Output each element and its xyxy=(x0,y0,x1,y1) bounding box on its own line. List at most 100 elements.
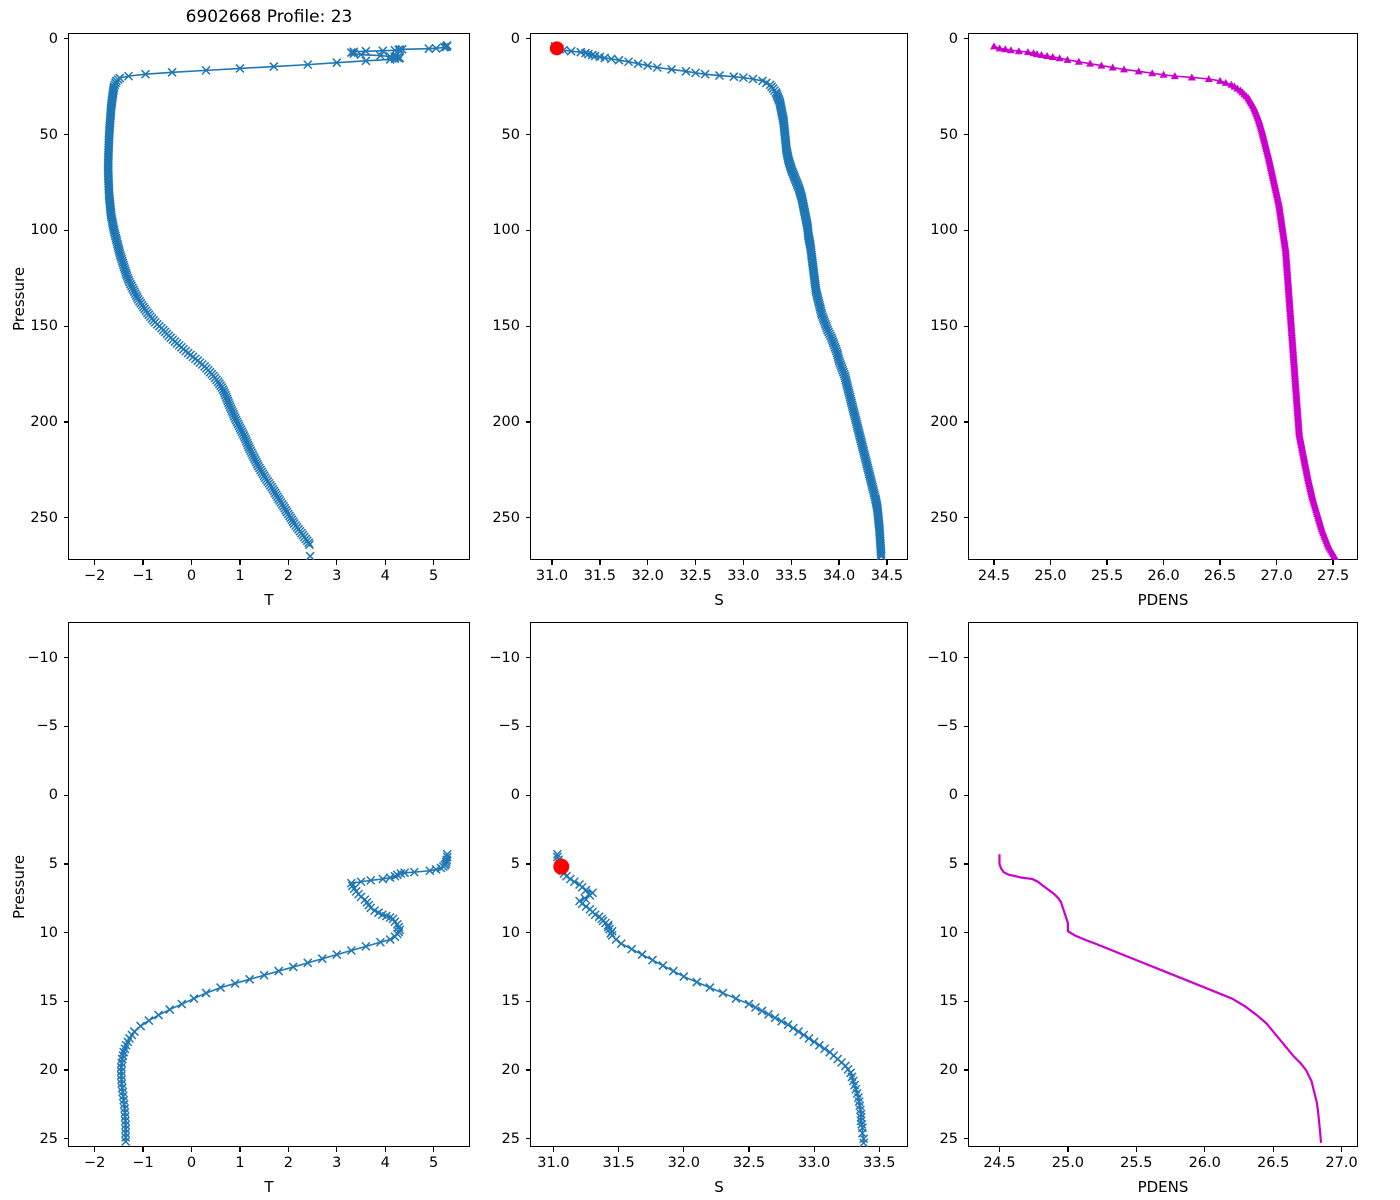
xtick-mark xyxy=(1340,1147,1343,1152)
flagged-point-marker xyxy=(553,858,570,875)
ytick-label: 0 xyxy=(948,787,958,804)
series-line xyxy=(120,854,449,1142)
ytick-label: 100 xyxy=(492,222,520,239)
xtick-mark xyxy=(1049,560,1052,565)
xtick-label: −2 xyxy=(83,568,106,584)
xtick-mark xyxy=(93,1147,96,1152)
xtick-mark xyxy=(287,1147,290,1152)
xtick-mark xyxy=(142,560,144,565)
xtick-mark xyxy=(993,560,995,565)
ytick-mark xyxy=(525,133,530,136)
xtick-mark xyxy=(433,1147,435,1152)
series-line xyxy=(998,854,1323,1143)
x-axis-label-bottom-salinity: S xyxy=(714,1178,724,1196)
ytick-label: 0 xyxy=(510,30,520,47)
ytick-mark xyxy=(963,863,968,865)
xtick-label: 2 xyxy=(283,1155,293,1171)
xtick-label: 24.5 xyxy=(983,1155,1016,1171)
xtick-mark xyxy=(1135,1147,1137,1152)
xtick-mark xyxy=(190,1147,193,1152)
xtick-label: 27.0 xyxy=(1325,1155,1358,1171)
xtick-label: 34.0 xyxy=(822,568,856,584)
ytick-mark xyxy=(963,1069,968,1071)
xtick-mark xyxy=(1162,560,1165,565)
data-series-bottom-temperature xyxy=(116,849,452,1147)
xtick-mark xyxy=(998,1147,1001,1152)
plot-area-bottom-pdens xyxy=(968,622,1358,1147)
series-line xyxy=(107,45,448,547)
ytick-label: −5 xyxy=(498,718,520,735)
xtick-mark xyxy=(190,560,193,565)
ytick-label: 200 xyxy=(492,414,520,431)
xtick-label: 31.5 xyxy=(602,1155,635,1171)
xtick-label: 33.0 xyxy=(727,568,760,584)
ytick-label: 10 xyxy=(39,924,58,941)
ytick-label: 10 xyxy=(501,924,520,941)
data-series-top-pdens xyxy=(990,42,1339,560)
xtick-mark xyxy=(1106,560,1108,565)
data-series-bottom-salinity xyxy=(552,849,869,1147)
series-clip-top-pdens xyxy=(968,33,1358,560)
series-clip-bottom-temperature xyxy=(68,622,470,1147)
ytick-mark xyxy=(963,229,968,232)
xtick-label: 0 xyxy=(186,1155,197,1171)
figure-title: 6902668 Profile: 23 xyxy=(185,7,353,27)
ytick-mark xyxy=(963,794,968,796)
ytick-mark xyxy=(525,421,530,423)
ytick-label: 10 xyxy=(939,924,958,941)
xtick-label: 4 xyxy=(380,1155,390,1171)
xtick-label: 0 xyxy=(186,568,197,584)
ytick-label: 200 xyxy=(930,414,958,431)
ytick-label: 150 xyxy=(930,318,958,335)
xtick-label: 32.5 xyxy=(679,568,712,584)
ytick-mark xyxy=(63,725,68,728)
xtick-label: −2 xyxy=(83,1155,106,1171)
ytick-label: 100 xyxy=(930,222,958,239)
y-axis-label-bottom-temperature: Pressure xyxy=(10,854,28,919)
xtick-label: 1 xyxy=(235,1155,245,1171)
series-markers xyxy=(552,849,869,1147)
xtick-mark xyxy=(93,560,96,565)
ytick-label: −10 xyxy=(927,649,958,666)
xtick-mark xyxy=(1275,560,1278,565)
ytick-label: 20 xyxy=(39,1062,58,1079)
xtick-label: 32.0 xyxy=(631,568,664,584)
xtick-label: −1 xyxy=(132,568,154,584)
xtick-mark xyxy=(683,1147,685,1152)
xtick-mark xyxy=(1272,1147,1274,1152)
xtick-mark xyxy=(838,560,840,565)
xtick-label: −1 xyxy=(132,1155,154,1171)
ytick-label: 250 xyxy=(492,509,520,526)
series-clip-bottom-salinity xyxy=(530,622,908,1147)
ytick-mark xyxy=(63,1138,68,1140)
ytick-label: 50 xyxy=(939,126,958,143)
plot-area-top-temperature xyxy=(68,33,470,560)
ytick-mark xyxy=(963,325,968,327)
xtick-label: 33.5 xyxy=(863,1155,896,1171)
ytick-label: −10 xyxy=(489,649,520,666)
xtick-label: 31.0 xyxy=(537,1155,570,1171)
ytick-mark xyxy=(963,725,968,728)
ytick-label: 200 xyxy=(30,414,58,431)
xtick-label: 31.0 xyxy=(535,568,569,584)
x-axis-label-top-pdens: PDENS xyxy=(1137,591,1189,609)
ytick-mark xyxy=(525,1069,530,1071)
ytick-mark xyxy=(525,863,530,865)
xtick-label: 25.0 xyxy=(1034,568,1067,584)
xtick-mark xyxy=(790,560,792,565)
plot-area-bottom-temperature xyxy=(68,622,470,1147)
series-line xyxy=(993,45,1337,559)
xtick-mark xyxy=(1067,1147,1069,1152)
ytick-label: 100 xyxy=(30,222,58,239)
y-axis-label-top-temperature: Pressure xyxy=(10,266,28,331)
xtick-label: 3 xyxy=(332,1155,342,1171)
ytick-mark xyxy=(525,931,530,934)
ytick-label: 0 xyxy=(48,30,58,47)
ytick-label: 50 xyxy=(39,126,58,143)
series-clip-bottom-pdens xyxy=(968,622,1358,1147)
ytick-mark xyxy=(525,657,530,659)
